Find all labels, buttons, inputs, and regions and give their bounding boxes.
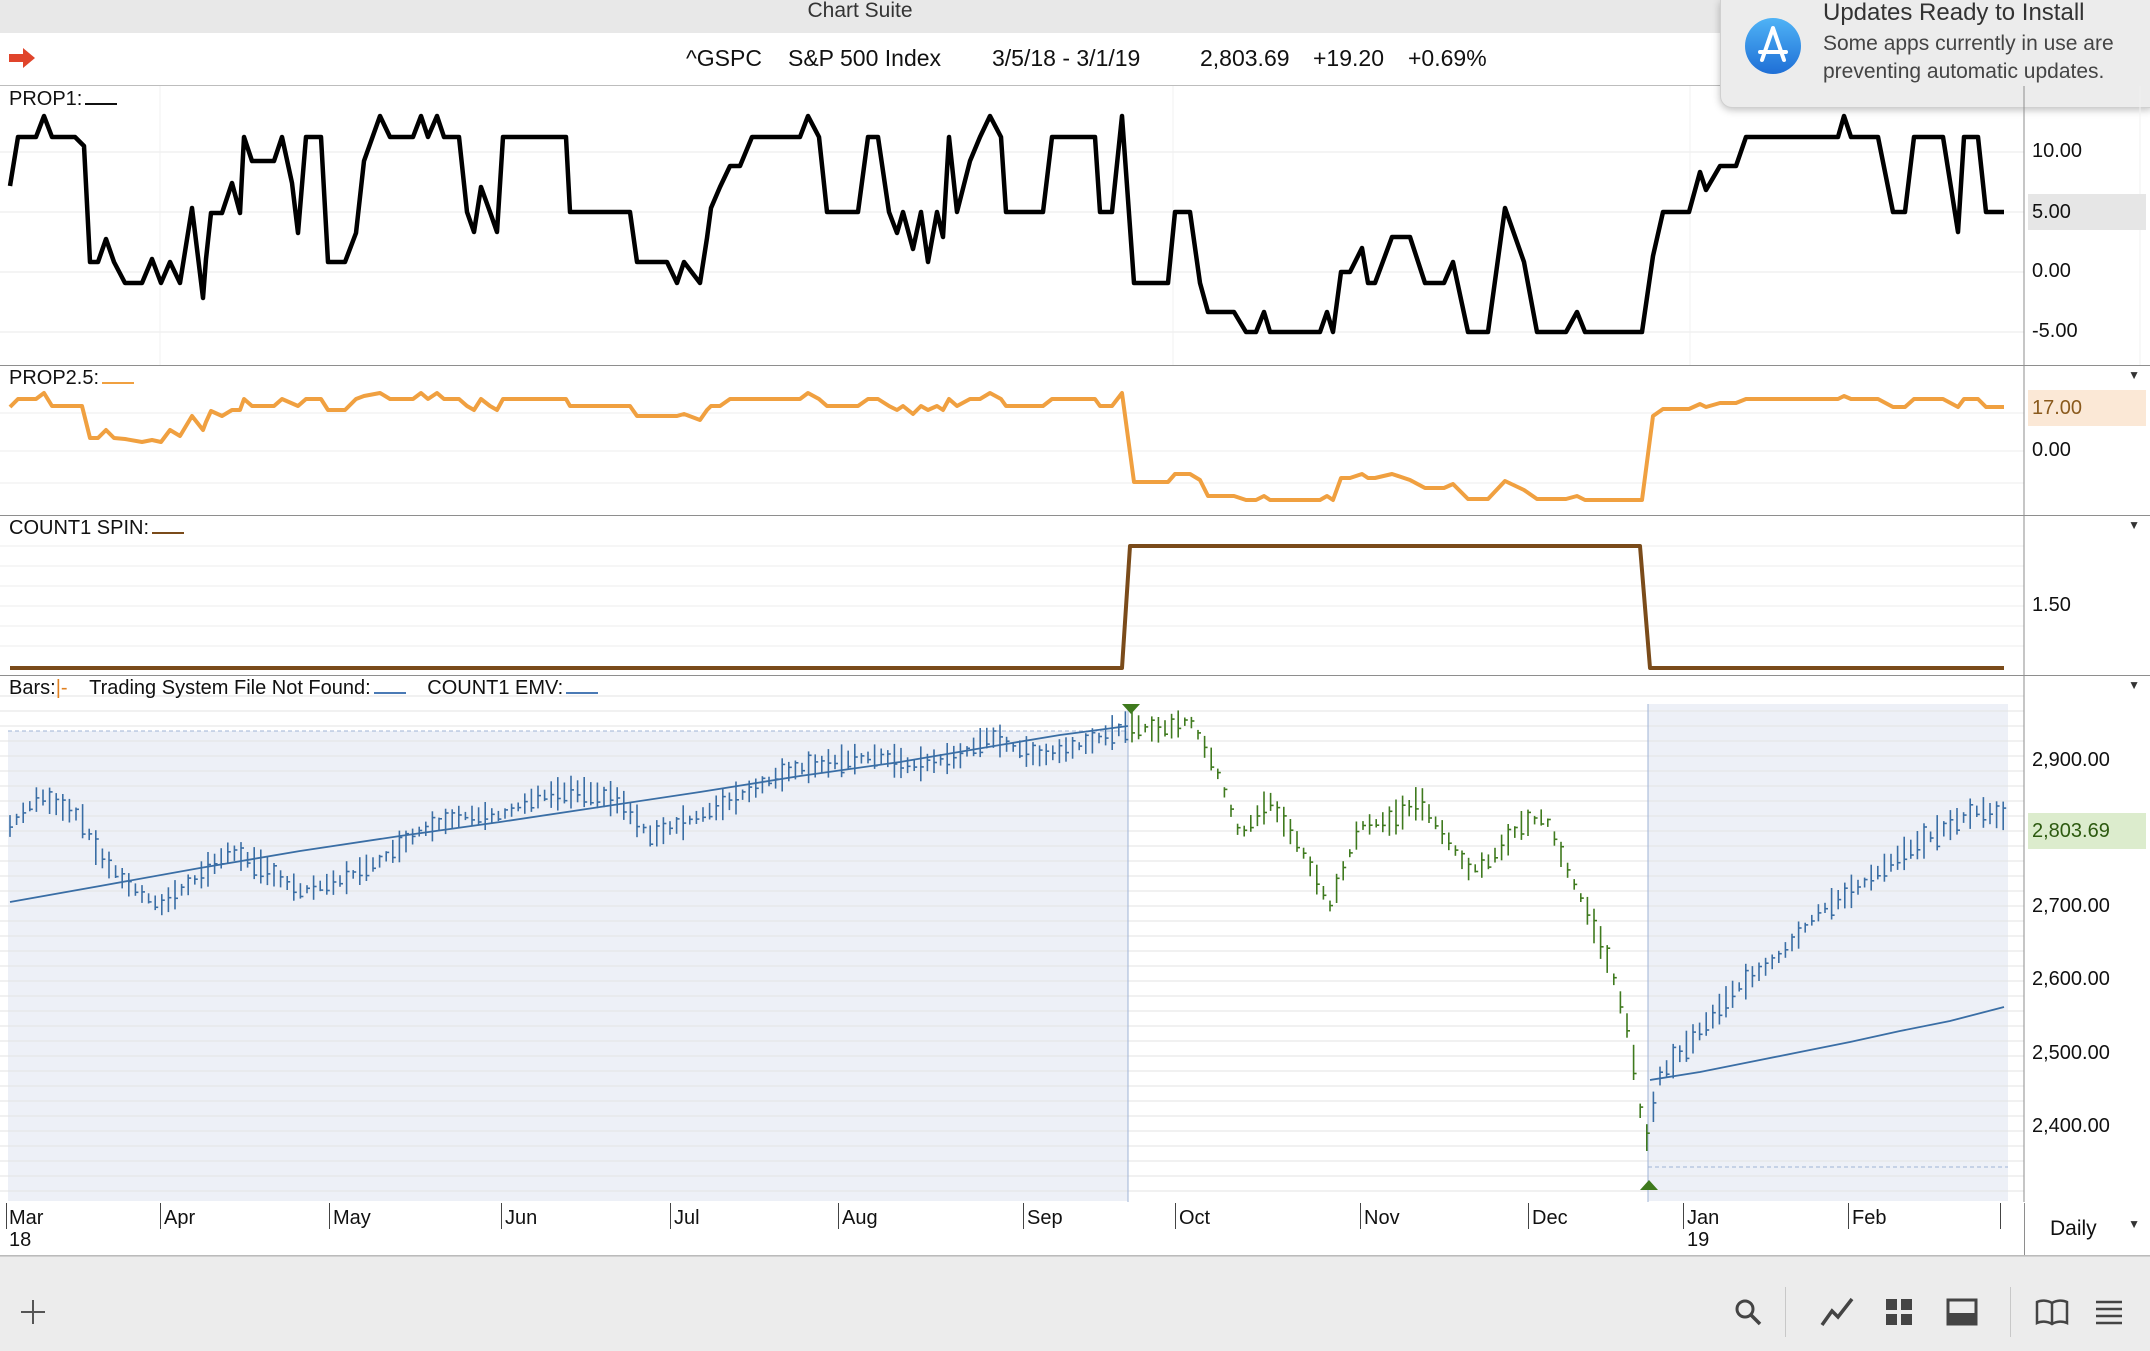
prop1-chart xyxy=(0,86,2141,365)
month-label: Aug xyxy=(842,1207,878,1229)
count1-label: COUNT1 SPIN: xyxy=(9,517,185,540)
panel-icon[interactable] xyxy=(1946,1297,1978,1327)
month-label: Jun xyxy=(505,1207,538,1229)
month-label: Sep xyxy=(1027,1207,1063,1229)
window-title: Chart Suite xyxy=(807,0,913,22)
prop1-tick-10: 10.00 xyxy=(2032,140,2083,162)
app-store-icon xyxy=(1745,18,1801,74)
month-label: May xyxy=(333,1207,371,1229)
time-axis: Mar Apr May Jun Jul Aug Sep Oct Nov Dec … xyxy=(0,1203,2150,1256)
prop1-pane[interactable]: PROP1: 10.00 5.00 0.00 -5.00 xyxy=(0,86,2150,366)
price-label: Bars:|- Trading System File Not Found: C… xyxy=(9,677,599,700)
prop25-label: PROP2.5: xyxy=(9,367,135,390)
prop1-tick-neg5: -5.00 xyxy=(2032,320,2078,342)
list-icon[interactable] xyxy=(2094,1297,2124,1327)
price-tick-2400: 2,400.00 xyxy=(2032,1115,2110,1137)
month-label: Dec xyxy=(1532,1207,1568,1229)
prop25-pane[interactable]: PROP2.5: ▼ 17.00 0.00 xyxy=(0,366,2150,516)
prop1-label: PROP1: xyxy=(9,88,118,111)
prop1-tick-0: 0.00 xyxy=(2032,260,2071,282)
prop25-tick-0: 0.00 xyxy=(2032,439,2071,461)
count1-tick-150: 1.50 xyxy=(2032,594,2071,616)
count1-pane[interactable]: COUNT1 SPIN: ▼ 1.50 xyxy=(0,516,2150,676)
symbol-name: S&P 500 Index xyxy=(788,45,942,71)
symbol-ticker: ^GSPC xyxy=(686,45,762,71)
book-icon[interactable] xyxy=(2035,1297,2069,1327)
month-label: Jan xyxy=(1687,1207,1720,1229)
month-label: Jul xyxy=(674,1207,700,1229)
month-label: Apr xyxy=(164,1207,196,1229)
price-tick-2900: 2,900.00 xyxy=(2032,749,2110,771)
prop25-menu-icon[interactable]: ▼ xyxy=(2128,368,2140,382)
notification-title: Updates Ready to Install xyxy=(1823,0,2085,26)
price-change-pct: +0.69% xyxy=(1408,45,1487,71)
count1-chart xyxy=(0,516,2025,675)
chart-line-icon[interactable] xyxy=(1820,1297,1854,1327)
price-menu-icon[interactable]: ▼ xyxy=(2128,678,2140,692)
prop1-value-tag: 5.00 xyxy=(2028,194,2146,230)
price-tick-2500: 2,500.00 xyxy=(2032,1042,2110,1064)
update-notification[interactable]: Updates Ready to Install Some apps curre… xyxy=(1720,0,2150,108)
arrow-right-icon[interactable] xyxy=(8,47,36,74)
marker-up-icon xyxy=(1640,1180,1658,1190)
prop25-value-tag: 17.00 xyxy=(2028,390,2146,426)
year-label: 19 xyxy=(1687,1229,1710,1251)
search-icon[interactable] xyxy=(1733,1297,1763,1327)
symbol-header: ^GSPC S&P 500 Index 3/5/18 - 3/1/19 2,80… xyxy=(0,33,2150,86)
count1-menu-icon[interactable]: ▼ xyxy=(2128,518,2140,532)
price-tick-2700: 2,700.00 xyxy=(2032,895,2110,917)
footer-toolbar xyxy=(0,1256,2150,1351)
period-menu-icon[interactable]: ▼ xyxy=(2128,1217,2140,1231)
date-range: 3/5/18 - 3/1/19 xyxy=(992,45,1141,71)
month-label: Nov xyxy=(1364,1207,1400,1229)
period-selector[interactable]: Daily xyxy=(2050,1217,2097,1240)
price-chart xyxy=(0,676,2025,1202)
month-label: Feb xyxy=(1852,1207,1887,1229)
price-tick-2600: 2,600.00 xyxy=(2032,968,2110,990)
price-pane[interactable]: Bars:|- Trading System File Not Found: C… xyxy=(0,676,2150,1202)
price-value-tag: 2,803.69 xyxy=(2028,813,2146,849)
last-price: 2,803.69 xyxy=(1200,45,1290,71)
add-icon[interactable] xyxy=(18,1297,48,1327)
price-change: +19.20 xyxy=(1313,45,1384,71)
grid-icon[interactable] xyxy=(1884,1297,1914,1327)
notification-body: Some apps currently in use are preventin… xyxy=(1823,32,2114,83)
year-label: 18 xyxy=(9,1229,32,1251)
month-label: Mar xyxy=(9,1207,44,1229)
month-label: Oct xyxy=(1179,1207,1211,1229)
marker-down-icon xyxy=(1122,704,1140,714)
prop25-chart xyxy=(0,366,2025,515)
